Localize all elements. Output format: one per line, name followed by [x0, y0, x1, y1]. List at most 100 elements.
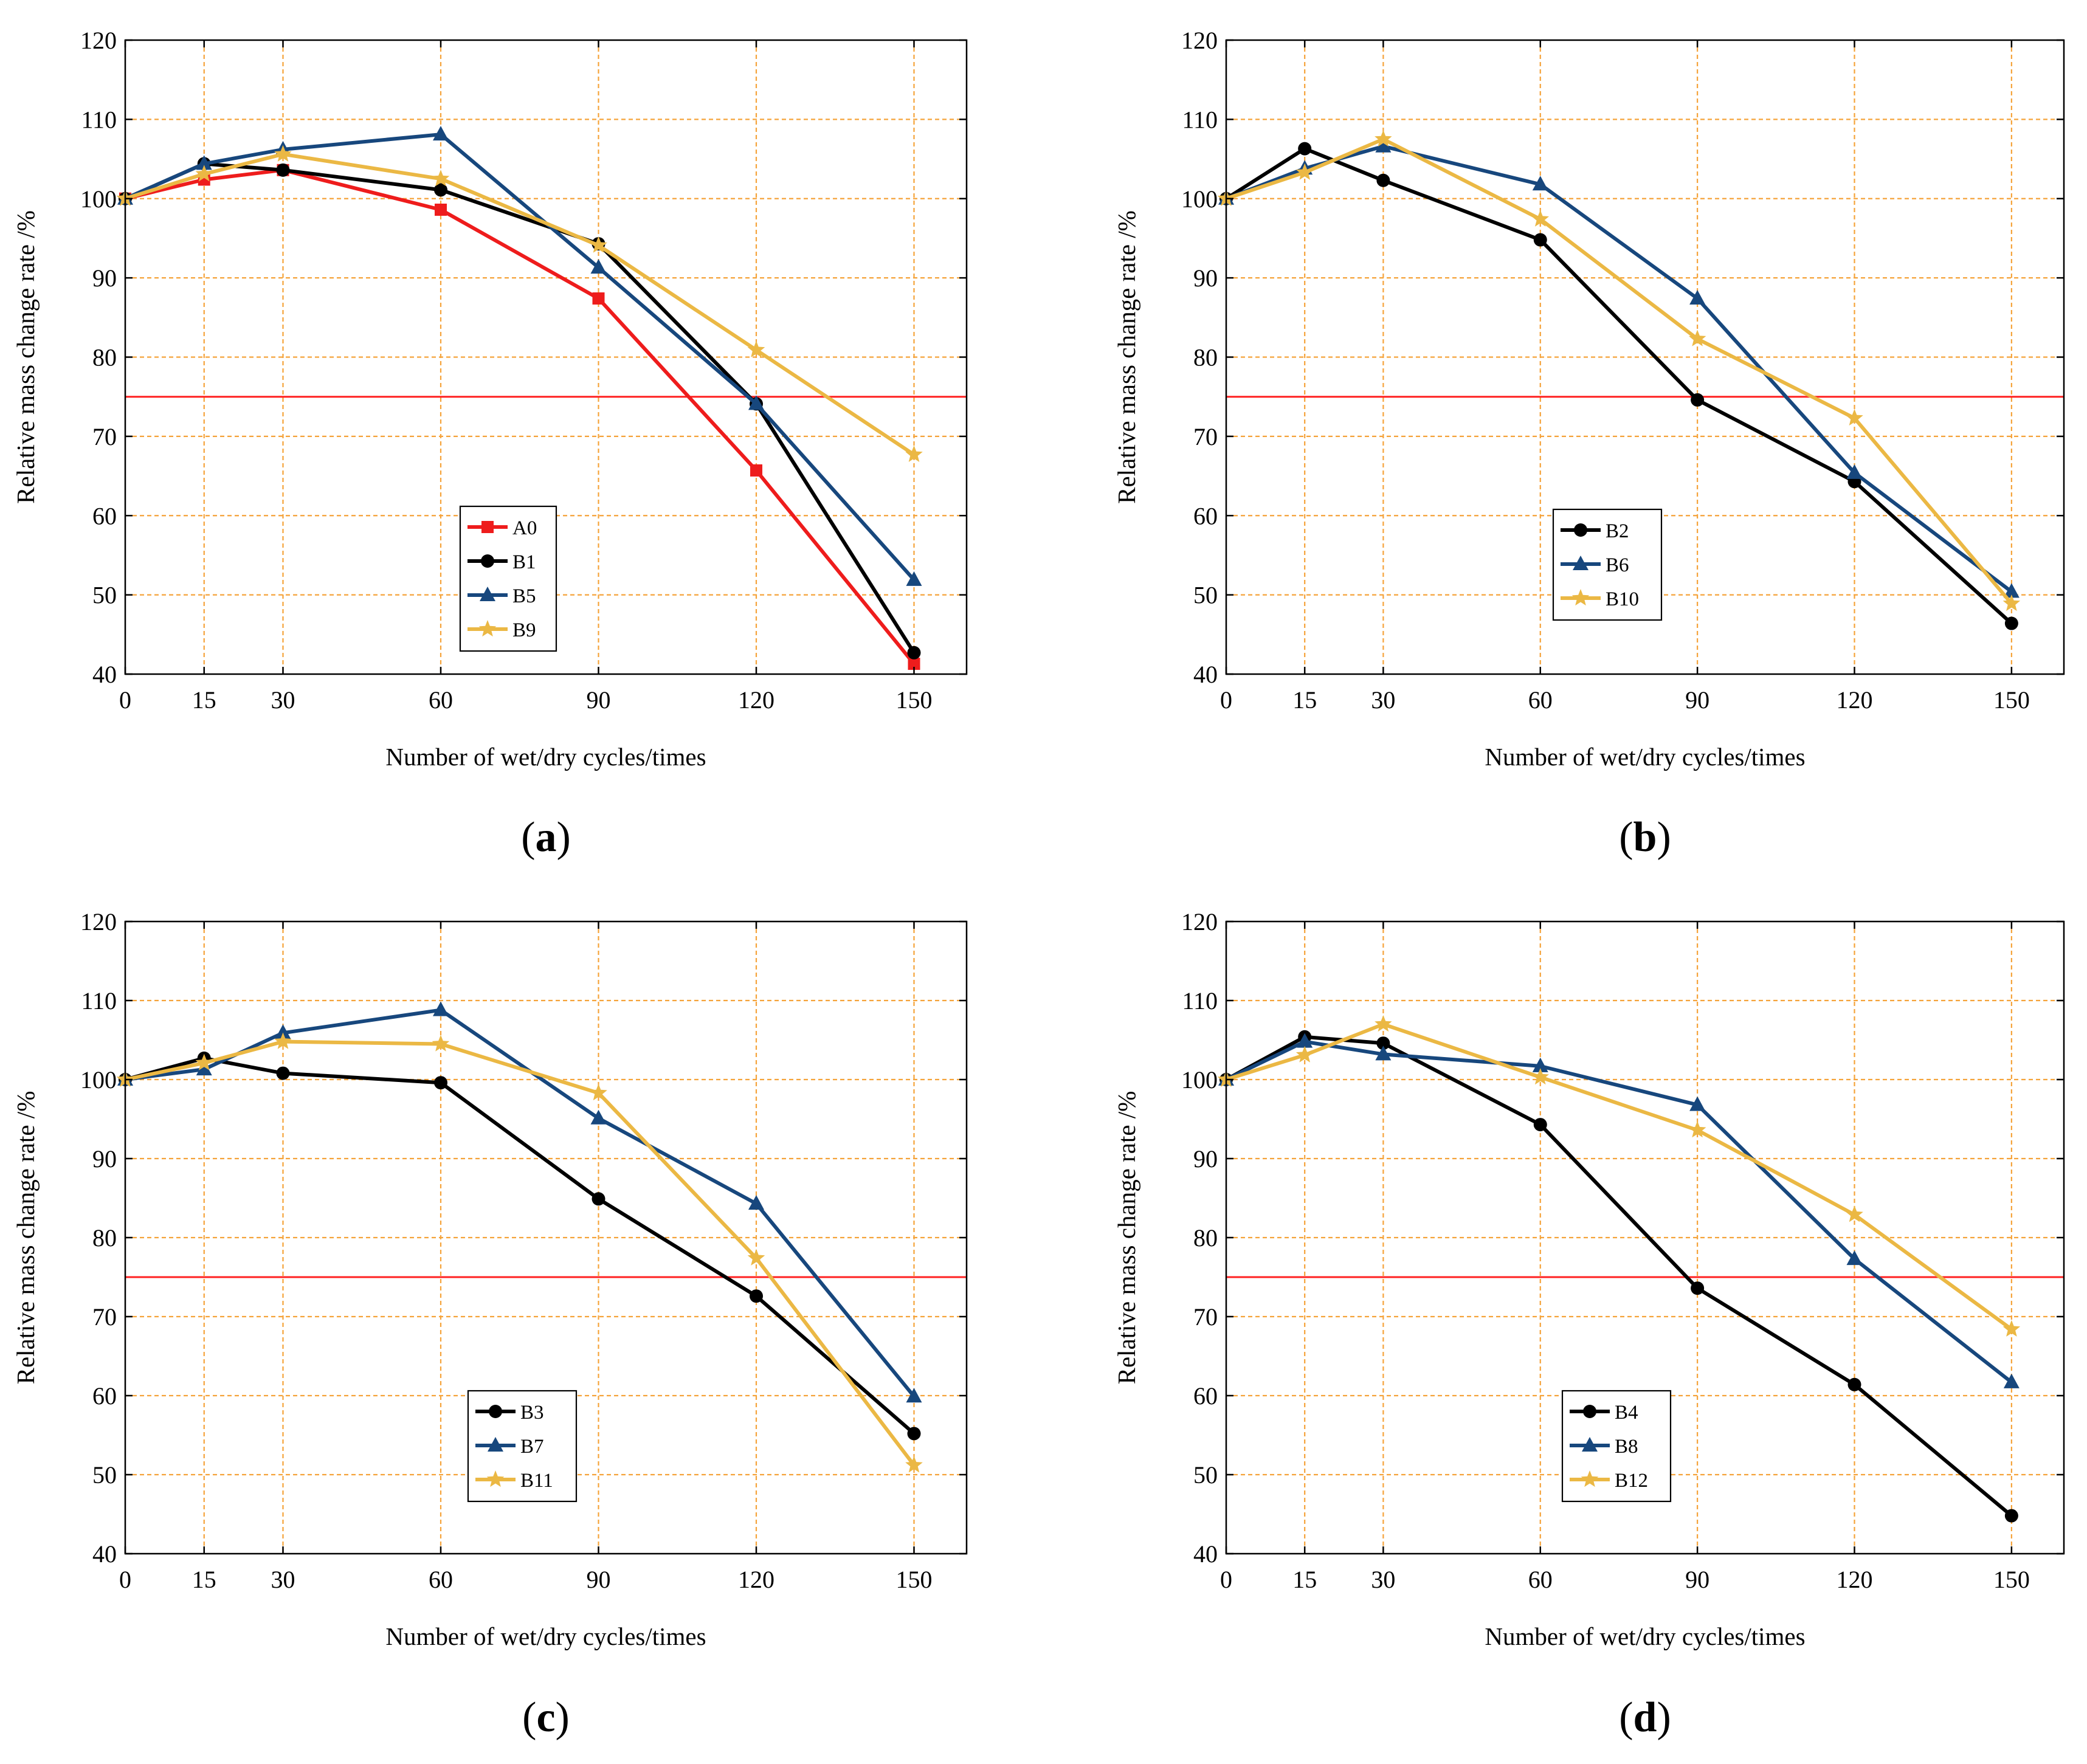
legend-marker-B10: [1571, 589, 1590, 606]
x-axis-label: Number of wet/dry cycles/times: [385, 743, 706, 771]
data-point-B12: [1531, 1068, 1549, 1085]
legend-label-B8: B8: [1615, 1436, 1638, 1458]
data-point-B7: [748, 1195, 764, 1210]
y-tick-label: 70: [92, 1303, 117, 1331]
y-tick-label: 100: [1181, 185, 1218, 213]
data-point-B1: [907, 646, 921, 660]
data-point-B9: [590, 236, 607, 253]
y-tick-label: 110: [1182, 987, 1218, 1015]
legend-marker-B2: [1574, 523, 1587, 537]
data-point-B5: [433, 126, 449, 141]
y-axis-label: Relative mass change rate /%: [1112, 1091, 1140, 1385]
legend: A0 B1 B5 B9: [459, 505, 557, 652]
y-tick-label: 50: [92, 582, 117, 609]
data-point-A0: [908, 658, 920, 670]
y-tick-label: 50: [1193, 582, 1218, 609]
data-point-B7: [275, 1024, 291, 1039]
x-tick-label: 120: [738, 686, 774, 714]
data-point-A0: [435, 204, 447, 216]
chart-panel-c: 40 50 60 70 80 90 100 110 120 0 15 30 60 90 120 150 Numb…: [12, 908, 968, 1741]
x-tick-label: 120: [1837, 1566, 1873, 1593]
data-point-A0: [750, 464, 762, 477]
data-point-B2: [1298, 142, 1312, 156]
data-point-B12: [1375, 1015, 1392, 1032]
x-tick-label: 0: [119, 686, 131, 714]
y-tick-label: 80: [1193, 344, 1218, 371]
data-point-B9: [747, 340, 765, 357]
x-tick-label: 15: [1292, 1566, 1317, 1593]
x-tick-label: 15: [192, 1566, 216, 1593]
data-point-B4: [1847, 1377, 1861, 1391]
data-point-B10: [1846, 408, 1863, 425]
y-tick-label: 60: [1193, 1382, 1218, 1410]
x-tick-label: 150: [1993, 1566, 2030, 1593]
x-axis-label: Number of wet/dry cycles/times: [385, 1622, 706, 1650]
x-tick-label: 30: [1371, 686, 1395, 714]
x-axis-label: Number of wet/dry cycles/times: [1485, 1622, 1805, 1650]
y-tick-label: 100: [80, 1066, 117, 1094]
data-point-B10: [2002, 594, 2021, 612]
y-tick-label: 100: [80, 185, 117, 213]
legend-marker-B5: [480, 587, 495, 601]
data-point-B6: [1846, 464, 1863, 479]
legend-label-B3: B3: [520, 1402, 544, 1424]
data-point-B12: [1846, 1205, 1863, 1222]
x-tick-label: 30: [1371, 1566, 1395, 1593]
x-tick-label: 0: [1220, 686, 1232, 714]
legend: B4 B8 B12: [1561, 1390, 1672, 1503]
data-point-B11: [195, 1053, 213, 1070]
y-tick-label: 80: [92, 344, 117, 371]
legend-marker-B8: [1582, 1437, 1598, 1452]
y-tick-label: 70: [1193, 1303, 1218, 1331]
x-tick-label: 90: [1685, 686, 1709, 714]
data-point-B12: [1688, 1121, 1706, 1138]
legend-label-B4: B4: [1615, 1402, 1638, 1424]
data-point-B1: [434, 183, 447, 197]
y-tick-label: 110: [81, 987, 117, 1015]
y-tick-label: 40: [1193, 661, 1218, 688]
legend-marker-B4: [1583, 1405, 1596, 1418]
y-tick-label: 100: [1181, 1066, 1218, 1094]
data-point-B2: [2004, 616, 2018, 630]
y-tick-label: 80: [92, 1224, 117, 1252]
legend-label-B10: B10: [1606, 588, 1639, 610]
data-point-B11: [432, 1035, 450, 1052]
data-point-B7: [906, 1388, 922, 1403]
x-tick-label: 150: [1993, 686, 2030, 714]
y-tick-label: 120: [80, 908, 117, 935]
x-tick-label: 15: [1292, 686, 1317, 714]
y-tick-label: 60: [92, 502, 117, 529]
data-point-B8: [2003, 1373, 2020, 1388]
data-point-B7: [590, 1109, 607, 1125]
x-axis-label: Number of wet/dry cycles/times: [1485, 743, 1805, 771]
y-tick-label: 50: [92, 1461, 117, 1489]
y-tick-label: 40: [1193, 1540, 1218, 1568]
data-point-B6: [2003, 583, 2020, 598]
y-tick-label: 40: [92, 661, 117, 688]
legend-marker-B7: [488, 1437, 503, 1452]
y-tick-label: 110: [81, 106, 117, 133]
x-tick-label: 60: [1528, 686, 1553, 714]
data-point-B3: [434, 1076, 447, 1090]
data-point-B7: [433, 1001, 449, 1016]
data-point-B7: [196, 1061, 212, 1076]
data-point-B6: [1375, 137, 1392, 153]
data-point-B11: [747, 1249, 765, 1266]
chart-panel-d: 40 50 60 70 80 90 100 110 120 0 15 30 60 90 120 150 Numb…: [1112, 908, 2065, 1741]
x-tick-label: 30: [271, 1566, 295, 1593]
data-point-B3: [750, 1289, 763, 1303]
legend-label-A0: A0: [512, 517, 537, 539]
data-point-B10: [1375, 130, 1392, 147]
legend-marker-A0: [481, 521, 494, 533]
data-point-B2: [1691, 393, 1705, 407]
x-tick-label: 120: [738, 1566, 774, 1593]
legend-label-B5: B5: [512, 585, 536, 607]
y-tick-label: 90: [92, 1145, 117, 1173]
legend-label-B12: B12: [1615, 1470, 1648, 1492]
x-tick-label: 150: [896, 1566, 933, 1593]
legend-label-B1: B1: [512, 551, 536, 573]
y-tick-label: 40: [92, 1540, 117, 1568]
legend-marker-B11: [486, 1470, 505, 1487]
legend-marker-B1: [481, 554, 494, 568]
legend-marker-B12: [1581, 1470, 1599, 1487]
